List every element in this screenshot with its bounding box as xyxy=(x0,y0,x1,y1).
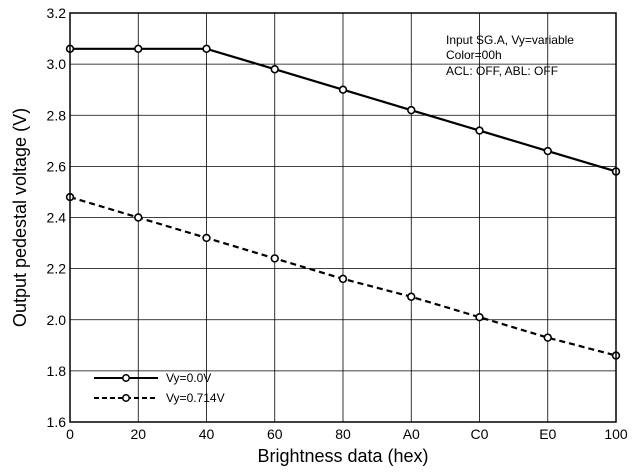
x-tick-label: 20 xyxy=(130,426,146,442)
y-tick-label: 2.6 xyxy=(47,158,67,174)
y-tick-label: 2.8 xyxy=(47,107,67,123)
y-tick-label: 3.0 xyxy=(47,56,67,72)
data-point-series-0 xyxy=(543,146,552,156)
data-point-series-1 xyxy=(475,312,484,322)
y-axis-title: Output pedestal voltage (V) xyxy=(10,108,30,327)
y-tick-label: 2.0 xyxy=(47,312,67,328)
x-tick-label: 0 xyxy=(66,426,74,442)
data-point-series-0 xyxy=(338,85,348,94)
tick-labels: 0 20 40 60 80 A0 C0 E0 100 1.6 1.8 2.0 2.2 2.4 2.6 2.8 3… xyxy=(47,5,628,442)
data-point-series-1 xyxy=(338,274,348,284)
data-point-series-1 xyxy=(407,292,416,301)
series-layer xyxy=(65,44,621,360)
data-point-series-0 xyxy=(270,65,279,74)
legend-item-vy-0: Vy=0.0V xyxy=(94,371,211,385)
grid xyxy=(70,13,616,422)
data-point-series-1 xyxy=(543,333,552,342)
x-tick-label: A0 xyxy=(403,426,420,442)
data-point-series-0 xyxy=(202,44,211,53)
x-tick-label: 100 xyxy=(604,426,628,442)
plot-frame xyxy=(69,12,617,423)
x-axis-title: Brightness data (hex) xyxy=(257,446,428,466)
y-tick-label: 1.8 xyxy=(47,363,67,379)
data-point-series-0 xyxy=(407,105,416,115)
legend-item-vy-0714: Vy=0.714V xyxy=(94,391,225,405)
x-tick-label: C0 xyxy=(471,426,489,442)
legend: Vy=0.0V Vy=0.714V xyxy=(94,371,225,405)
data-point-series-0 xyxy=(475,126,484,135)
data-point-series-1 xyxy=(134,213,143,222)
annotation-line-1: Input SG.A, Vy=variable xyxy=(446,33,574,47)
y-tick-label: 2.4 xyxy=(47,210,67,226)
legend-label-vy-0: Vy=0.0V xyxy=(166,371,211,385)
legend-marker-vy-0 xyxy=(122,374,130,382)
y-tick-label: 2.2 xyxy=(47,261,67,277)
annotation-line-3: ACL: OFF, ABL: OFF xyxy=(446,64,558,78)
annotation-box: Input SG.A, Vy=variable Color=00h ACL: O… xyxy=(446,33,574,78)
legend-label-vy-0714: Vy=0.714V xyxy=(166,391,225,405)
data-point-series-1 xyxy=(202,233,211,243)
data-point-series-0 xyxy=(134,44,143,53)
x-tick-label: 60 xyxy=(267,426,283,442)
data-point-series-1 xyxy=(270,254,279,263)
y-tick-label: 1.6 xyxy=(47,414,67,430)
legend-marker-vy-0714 xyxy=(122,394,130,402)
x-tick-label: 40 xyxy=(199,426,215,442)
x-tick-label: E0 xyxy=(539,426,556,442)
y-tick-label: 3.2 xyxy=(47,5,67,21)
annotation-line-2: Color=00h xyxy=(446,48,502,62)
x-tick-label: 80 xyxy=(335,426,351,442)
